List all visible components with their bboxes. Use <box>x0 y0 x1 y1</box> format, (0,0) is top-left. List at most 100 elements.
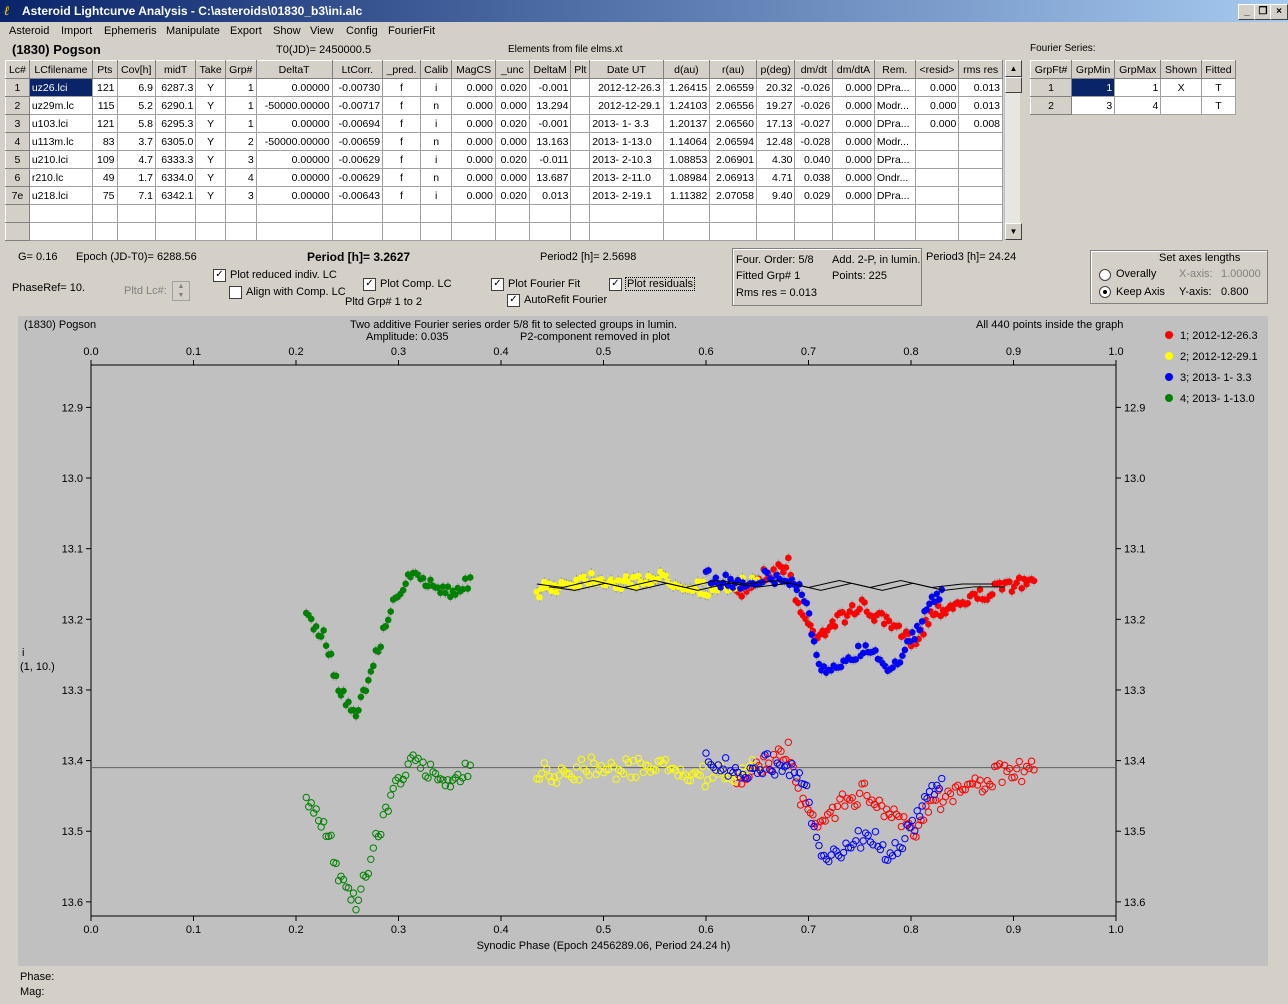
column-header[interactable]: LtCorr. <box>331 60 384 79</box>
table-row[interactable]: 2 uz29m.lc 115 5.2 6290.1 Y 1 -50000.00000 -0.00… <box>5 96 1003 115</box>
table-cell[interactable] <box>958 132 1003 151</box>
column-header[interactable]: DeltaT <box>255 60 333 79</box>
table-cell[interactable]: 13.687 <box>528 168 572 187</box>
column-header[interactable]: GrpMax <box>1114 60 1162 79</box>
table-cell[interactable] <box>709 204 757 223</box>
table-cell[interactable]: 0.000 <box>451 168 496 187</box>
table-cell[interactable]: 13.163 <box>528 132 572 151</box>
table-cell[interactable]: 2012-12-29.1 <box>589 96 664 115</box>
table-cell[interactable]: f <box>382 78 421 97</box>
table-cell[interactable]: 0.000 <box>832 132 875 151</box>
table-cell[interactable]: -0.00629 <box>331 168 384 187</box>
table-cell[interactable]: 121 <box>92 114 118 133</box>
table-cell[interactable]: 5.2 <box>116 96 156 115</box>
table-cell[interactable]: 0.000 <box>451 96 496 115</box>
table-cell[interactable] <box>570 132 591 151</box>
table-cell[interactable]: n <box>419 96 453 115</box>
table-cell[interactable] <box>914 222 960 241</box>
column-header[interactable]: Date UT <box>589 60 664 79</box>
table-cell[interactable]: Modr... <box>873 96 916 115</box>
table-cell[interactable]: 1.7 <box>116 168 156 187</box>
table-cell[interactable]: 3 <box>224 186 257 205</box>
table-cell[interactable] <box>873 204 916 223</box>
table-cell[interactable]: 83 <box>92 132 118 151</box>
table-cell[interactable]: 6333.3 <box>154 150 197 169</box>
column-header[interactable]: dm/dtA <box>832 60 875 79</box>
table-cell[interactable]: 0.020 <box>494 78 530 97</box>
menu-view[interactable]: View <box>310 25 334 37</box>
table-cell[interactable] <box>570 114 591 133</box>
table-row[interactable]: 5 u210.lci 109 4.7 6333.3 Y 3 0.00000 -0.00629 f i… <box>5 150 1003 169</box>
table-cell[interactable]: 4 <box>224 168 257 187</box>
table-cell[interactable]: 0.040 <box>794 150 834 169</box>
table-cell[interactable]: uz26.lci <box>28 78 94 97</box>
plot-residuals-checkbox[interactable]: ✓ <box>609 278 622 291</box>
table-cell[interactable] <box>832 222 875 241</box>
table-cell[interactable]: 0.00000 <box>255 186 333 205</box>
table-cell[interactable]: 2.06901 <box>709 150 757 169</box>
table-row[interactable]: 7e u218.lci 75 7.1 6342.1 Y 3 0.00000 -0.00643 f i… <box>5 186 1003 205</box>
table-cell[interactable] <box>224 222 257 241</box>
table-cell[interactable]: 2013- 2-19.1 <box>589 186 664 205</box>
table-cell[interactable]: n <box>419 168 453 187</box>
table-row[interactable]: 6 r210.lc 49 1.7 6334.0 Y 4 0.00000 -0.00629 f n 0.… <box>5 168 1003 187</box>
table-cell[interactable]: -0.001 <box>528 78 572 97</box>
table-cell[interactable]: 1 <box>5 78 30 97</box>
table-cell[interactable] <box>794 222 834 241</box>
table-cell[interactable]: u113m.lc <box>28 132 94 151</box>
menu-manipulate[interactable]: Manipulate <box>166 25 220 37</box>
table-cell[interactable]: Ondr... <box>873 168 916 187</box>
table-cell[interactable]: -0.00643 <box>331 186 384 205</box>
column-header[interactable]: Calib <box>419 60 453 79</box>
table-cell[interactable]: i <box>419 186 453 205</box>
table-cell[interactable] <box>195 204 226 223</box>
autorefit-checkbox[interactable]: ✓ <box>507 294 520 307</box>
table-cell[interactable]: f <box>382 186 421 205</box>
table-cell[interactable] <box>494 222 530 241</box>
menu-show[interactable]: Show <box>273 25 301 37</box>
table-cell[interactable]: 2.06556 <box>709 96 757 115</box>
column-header[interactable]: GrpFt# <box>1029 60 1073 79</box>
column-header[interactable]: p(deg) <box>755 60 796 79</box>
table-cell[interactable]: 2013- 1- 3.3 <box>589 114 664 133</box>
column-header[interactable]: _unc <box>494 60 530 79</box>
table-cell[interactable]: Y <box>195 132 226 151</box>
column-header[interactable]: d(au) <box>662 60 711 79</box>
table-cell[interactable]: 1.08853 <box>662 150 711 169</box>
table-cell[interactable] <box>914 186 960 205</box>
table-cell[interactable]: 12.48 <box>755 132 796 151</box>
table-cell[interactable] <box>382 204 421 223</box>
column-header[interactable]: Shown <box>1160 60 1202 79</box>
column-header[interactable]: Pts <box>92 60 118 79</box>
align-checkbox[interactable] <box>229 286 242 299</box>
table-cell[interactable]: 0.000 <box>494 96 530 115</box>
table-cell[interactable]: 3 <box>5 114 30 133</box>
table-cell[interactable]: 1.20137 <box>662 114 711 133</box>
table-cell[interactable]: 5 <box>5 150 30 169</box>
table-cell[interactable]: -0.00659 <box>331 132 384 151</box>
table-cell[interactable] <box>958 168 1003 187</box>
table-cell[interactable]: 13.294 <box>528 96 572 115</box>
table-cell[interactable] <box>570 78 591 97</box>
plot-comp-checkbox[interactable]: ✓ <box>363 278 376 291</box>
table-cell[interactable]: 49 <box>92 168 118 187</box>
table-cell[interactable]: Y <box>195 78 226 97</box>
table-cell[interactable]: 1.24103 <box>662 96 711 115</box>
table-cell[interactable]: 0.000 <box>451 132 496 151</box>
menu-asteroid[interactable]: Asteroid <box>9 25 50 37</box>
table-cell[interactable]: 0.020 <box>494 114 530 133</box>
close-button[interactable]: × <box>1270 4 1288 20</box>
table-cell[interactable]: 0.00000 <box>255 78 333 97</box>
table-cell[interactable]: 0.00000 <box>255 150 333 169</box>
table-cell[interactable]: -0.027 <box>794 114 834 133</box>
table-cell[interactable] <box>224 204 257 223</box>
table-cell[interactable]: 20.32 <box>755 78 796 97</box>
table-cell[interactable]: 121 <box>92 78 118 97</box>
table-cell[interactable]: -0.00694 <box>331 114 384 133</box>
table-cell[interactable] <box>914 168 960 187</box>
table-cell[interactable] <box>419 204 453 223</box>
table-cell[interactable] <box>255 204 333 223</box>
table-cell[interactable]: 5.8 <box>116 114 156 133</box>
table-cell[interactable]: 4 <box>5 132 30 151</box>
